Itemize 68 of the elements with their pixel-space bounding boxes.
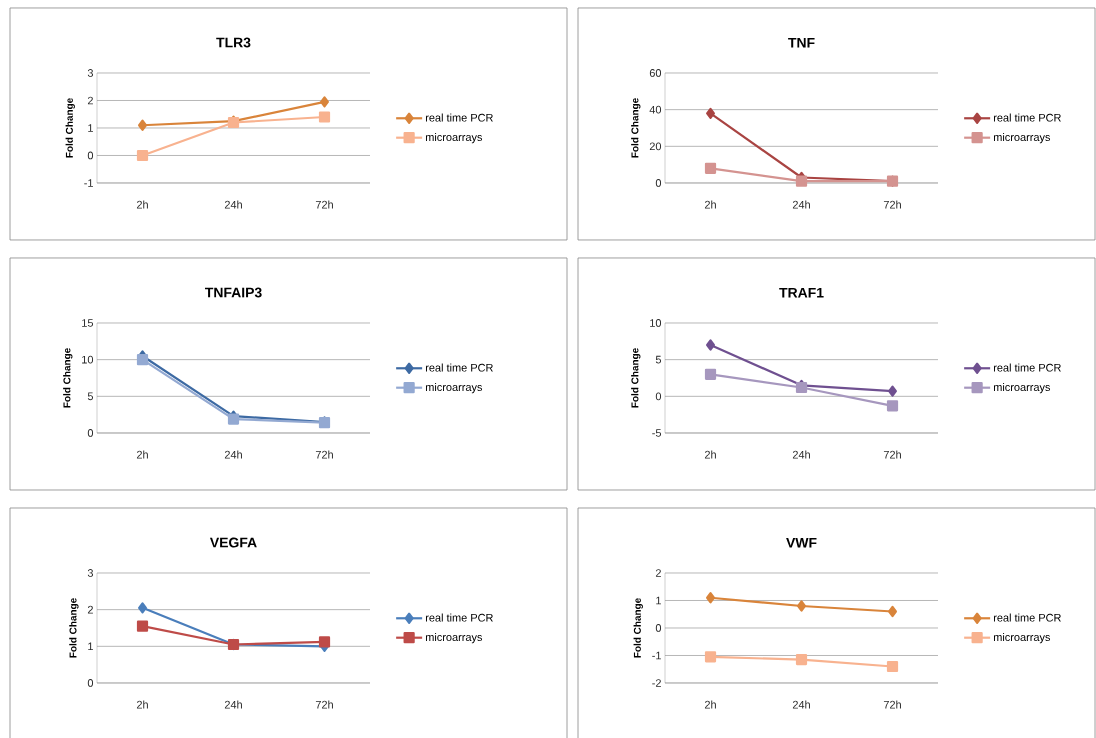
y-tick-label: 1 [656,596,661,605]
y-tick-label: 20 [649,142,662,151]
legend-label: microarrays [993,132,1051,144]
y-tick-label: 3 [87,69,93,77]
x-tick-label: 2h [136,450,148,459]
legend-label: microarrays [425,382,483,394]
y-tick-label: 2 [87,96,93,105]
chart-title: VWF [786,537,817,548]
y-axis-title: Fold Change [69,598,79,658]
y-axis-title: Fold Change [631,348,641,408]
x-tick-label: 24h [224,200,242,209]
legend-label: microarrays [425,132,483,144]
chart-title: VEGFA [209,537,257,548]
y-axis-title: Fold Change [631,98,641,158]
x-tick-label: 24h [224,450,242,459]
y-tick-label: 1 [88,124,93,132]
legend-label: real time PCR [993,613,1061,622]
x-tick-label: 72h [883,450,901,459]
x-tick-label: 2h [704,700,716,709]
y-tick-label: 5 [87,392,94,401]
y-tick-label: 0 [655,179,662,187]
legend-label: real time PCR [425,613,493,622]
x-tick-label: 24h [224,700,242,709]
y-axis-title: Fold Change [633,598,643,658]
legend-label: real time PCR [993,113,1061,122]
y-tick-label: 60 [649,69,662,77]
x-tick-label: 24h [792,450,810,459]
x-tick-label: 2h [704,200,716,209]
chart-title: TRAF1 [779,287,824,298]
y-tick-label: 10 [82,355,94,364]
y-axis-title: Fold Change [65,98,75,158]
y-tick-label: 5 [655,355,662,364]
legend-label: microarrays [993,632,1051,644]
legend-label: real time PCR [425,113,493,122]
y-tick-label: 0 [87,429,94,437]
y-tick-label: 2 [655,569,661,577]
legend-label: microarrays [993,382,1051,394]
y-tick-label: 0 [87,151,94,160]
x-tick-label: 72h [315,700,333,709]
x-tick-label: 2h [136,700,148,709]
x-tick-label: 2h [136,200,148,209]
y-tick-label: 15 [82,319,94,327]
legend-label: microarrays [425,632,483,644]
y-tick-label: 40 [649,105,662,114]
x-tick-label: 2h [704,450,716,459]
legend-label: real time PCR [425,363,493,372]
x-tick-label: 72h [883,700,901,709]
x-tick-label: 24h [792,200,810,209]
y-axis-title: Fold Change [63,348,73,408]
x-tick-label: 72h [883,200,901,209]
y-tick-label: -2 [652,679,661,687]
x-tick-label: 72h [315,200,333,209]
chart-title: TLR3 [216,37,251,48]
y-tick-label: 0 [655,392,662,401]
chart-title: TNFAIP3 [204,287,262,298]
y-tick-label: -1 [84,179,93,187]
y-tick-label: 2 [87,605,93,614]
y-tick-label: 1 [88,642,93,651]
y-tick-label: -5 [652,429,662,437]
x-tick-label: 72h [315,450,333,459]
chart-title: TNF [788,37,815,48]
y-tick-label: 0 [87,679,94,687]
y-tick-label: 3 [87,569,93,577]
y-tick-label: 10 [650,319,662,327]
y-tick-label: -1 [652,651,661,660]
legend-label: real time PCR [993,363,1061,372]
x-tick-label: 24h [792,700,810,709]
y-tick-label: 0 [655,624,662,632]
